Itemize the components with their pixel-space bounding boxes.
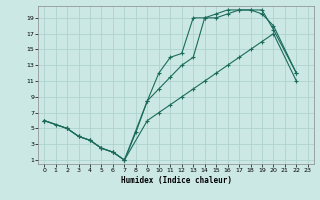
X-axis label: Humidex (Indice chaleur): Humidex (Indice chaleur): [121, 176, 231, 185]
